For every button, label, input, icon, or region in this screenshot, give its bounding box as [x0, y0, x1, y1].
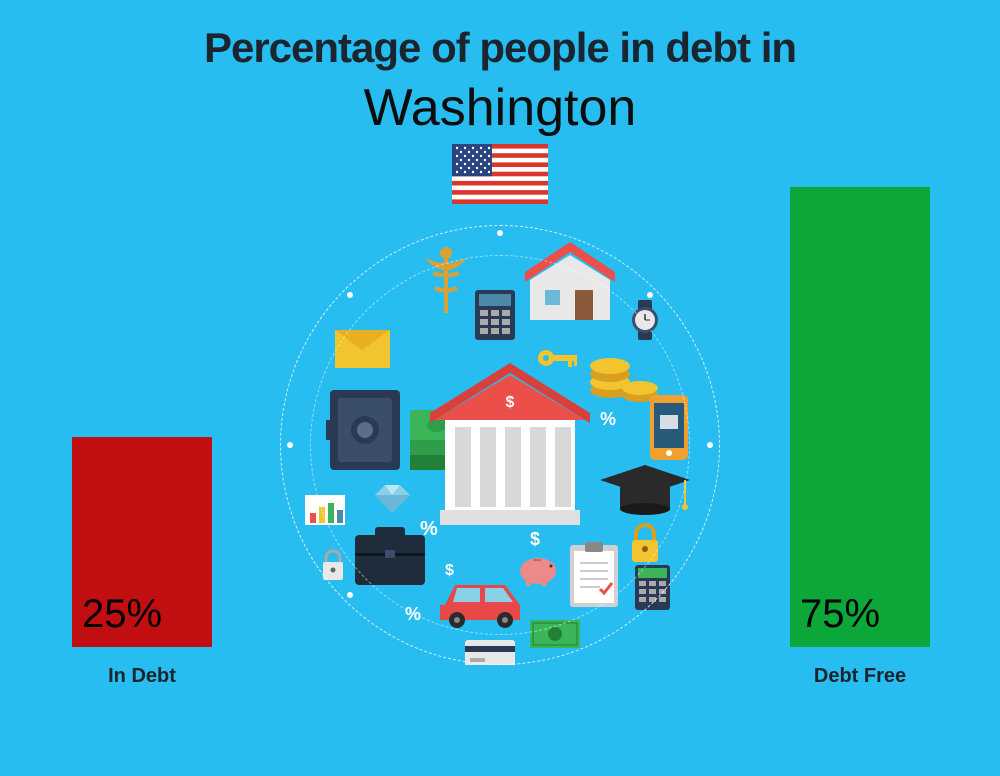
bar-in-debt-rect: 25%: [72, 437, 212, 647]
us-flag-icon: [452, 144, 548, 209]
bar-debt-free-value: 75%: [800, 592, 880, 637]
bar-in-debt: 25% In Debt: [72, 437, 212, 688]
bar-in-debt-label: In Debt: [72, 665, 212, 688]
bar-debt-free-rect: 75%: [790, 187, 930, 647]
title-line2: Washington: [0, 78, 1000, 138]
bar-debt-free: 75% Debt Free: [790, 187, 930, 688]
bar-debt-free-label: Debt Free: [790, 665, 930, 688]
bar-in-debt-value: 25%: [82, 592, 162, 637]
finance-illustration: $: [280, 225, 720, 665]
title-line1: Percentage of people in debt in: [0, 24, 1000, 72]
